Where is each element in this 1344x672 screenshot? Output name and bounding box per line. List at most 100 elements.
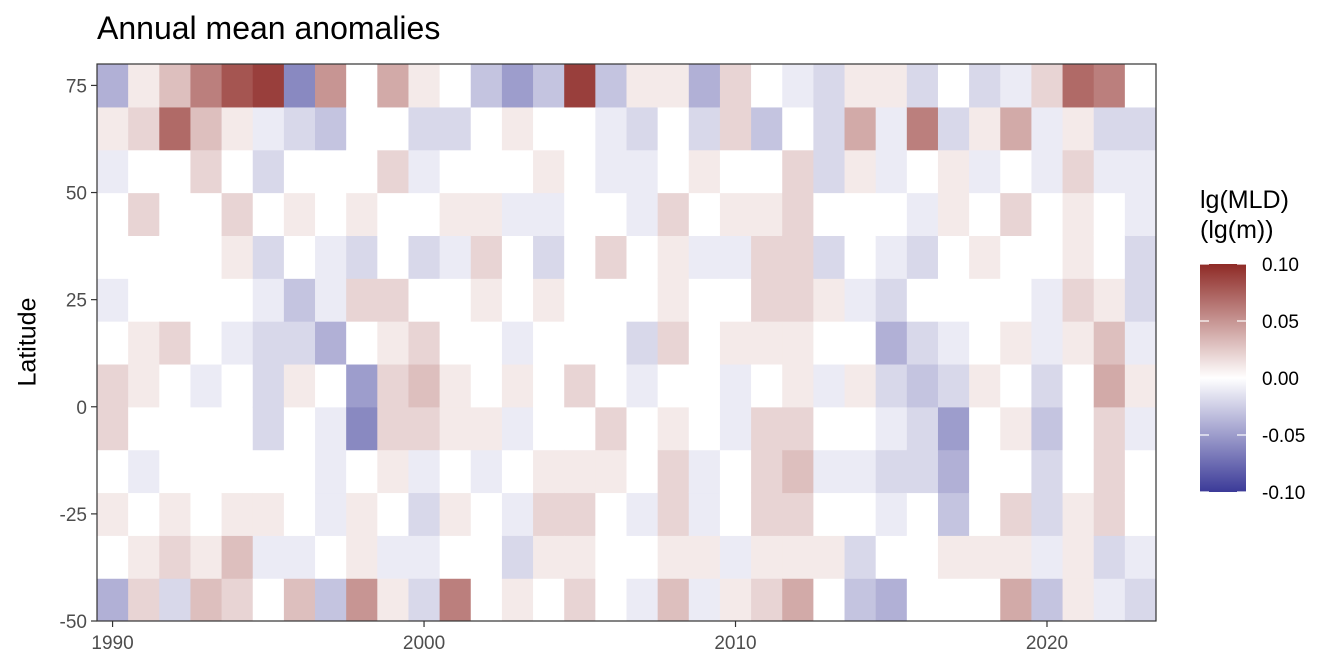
heatmap-cell	[626, 406, 659, 451]
heatmap-cell	[377, 535, 410, 579]
y-tick-label: 25	[66, 291, 87, 312]
x-axis: 1990 2000 2010 2020	[91, 621, 1068, 654]
heatmap-cell	[128, 492, 160, 536]
heatmap-cell	[1000, 363, 1033, 408]
heatmap-cell	[719, 278, 752, 322]
heatmap-cell	[595, 149, 628, 194]
heatmap-cell	[1124, 235, 1156, 279]
heatmap-cell	[1093, 235, 1126, 279]
heatmap-cell	[875, 449, 908, 494]
heatmap-cell	[688, 106, 721, 151]
heatmap-cell	[657, 406, 690, 451]
heatmap-cell	[377, 492, 410, 536]
heatmap-cell	[283, 64, 316, 108]
heatmap-cell	[937, 406, 970, 451]
heatmap-cell	[501, 535, 534, 579]
heatmap-cell	[906, 149, 939, 194]
heatmap-cell	[844, 64, 877, 108]
heatmap-cell	[501, 363, 534, 408]
heatmap-cell	[844, 321, 877, 365]
heatmap-cell	[1031, 578, 1064, 621]
heatmap-cell	[906, 363, 939, 408]
heatmap-cell	[470, 278, 503, 322]
heatmap-cell	[813, 149, 846, 194]
heatmap-cell	[1124, 278, 1156, 322]
heatmap-cell	[844, 106, 877, 151]
heatmap-cell	[283, 278, 316, 322]
heatmap-cell	[128, 64, 160, 108]
heatmap-cell	[533, 406, 565, 451]
heatmap-cell	[844, 406, 877, 451]
heatmap-cell	[626, 149, 659, 194]
heatmap-cell	[1124, 149, 1156, 194]
heatmap-cell	[501, 278, 534, 322]
heatmap-cell	[969, 192, 1001, 236]
heatmap-cell	[159, 278, 192, 322]
heatmap-cell	[252, 321, 285, 365]
heatmap-cell	[595, 106, 628, 151]
heatmap-cell	[564, 278, 596, 322]
heatmap-cell	[813, 578, 846, 621]
heatmap-cell	[875, 535, 908, 579]
heatmap-cell	[657, 235, 690, 279]
heatmap-cell	[128, 535, 160, 579]
heatmap-cell	[813, 363, 846, 408]
heatmap-cell	[315, 363, 347, 408]
heatmap-cell	[346, 106, 378, 151]
heatmap-cell	[159, 106, 192, 151]
y-axis: -50 -25 0 25 50 75	[60, 76, 97, 633]
heatmap-cell	[626, 578, 659, 621]
heatmap-cell	[408, 235, 441, 279]
heatmap-cell	[533, 578, 565, 621]
heatmap-cell	[439, 64, 472, 108]
heatmap-cell	[751, 149, 783, 194]
heatmap-cell	[439, 406, 472, 451]
heatmap-cell	[813, 535, 846, 579]
heatmap-cell	[221, 278, 254, 322]
heatmap-cell	[875, 192, 908, 236]
heatmap-cell	[1093, 406, 1126, 451]
heatmap-cell	[252, 149, 285, 194]
heatmap-cell	[252, 106, 285, 151]
heatmap-cell	[1031, 492, 1064, 536]
heatmap-cell	[782, 64, 814, 108]
heatmap-cell	[470, 406, 503, 451]
legend-tick-label: 0.10	[1262, 255, 1299, 276]
heatmap-cell	[595, 363, 628, 408]
heatmap-cell	[283, 149, 316, 194]
heatmap-cell	[969, 321, 1001, 365]
heatmap-cell	[751, 449, 783, 494]
heatmap-cell	[719, 578, 752, 621]
heatmap-cell	[283, 406, 316, 451]
heatmap-cell	[906, 321, 939, 365]
heatmap-cell	[346, 278, 378, 322]
heatmap-cell	[1031, 149, 1064, 194]
heatmap-cell	[501, 64, 534, 108]
heatmap-cell	[906, 235, 939, 279]
heatmap-cell	[1124, 363, 1156, 408]
heatmap-cell	[159, 192, 192, 236]
heatmap-cell	[346, 449, 378, 494]
heatmap-cell	[128, 321, 160, 365]
heatmap-cell	[439, 578, 472, 621]
heatmap-cell	[1124, 192, 1156, 236]
heatmap-cell	[844, 492, 877, 536]
heatmap-cell	[564, 449, 596, 494]
heatmap-cell	[346, 406, 378, 451]
heatmap-cell	[190, 578, 223, 621]
heatmap-cell	[252, 64, 285, 108]
heatmap-cell	[408, 192, 441, 236]
heatmap-cell	[1062, 192, 1095, 236]
heatmap-cell	[1093, 363, 1126, 408]
heatmap-cell	[875, 406, 908, 451]
legend-title-line1: lg(MLD)	[1200, 186, 1289, 214]
heatmap-cell	[688, 64, 721, 108]
plot-border	[96, 63, 1157, 622]
heatmap-cell	[533, 192, 565, 236]
heatmap-cell	[1062, 363, 1095, 408]
heatmap-cell	[1093, 192, 1126, 236]
heatmap-cell	[439, 278, 472, 322]
heatmap-cell	[1093, 278, 1126, 322]
heatmap-cell	[595, 449, 628, 494]
